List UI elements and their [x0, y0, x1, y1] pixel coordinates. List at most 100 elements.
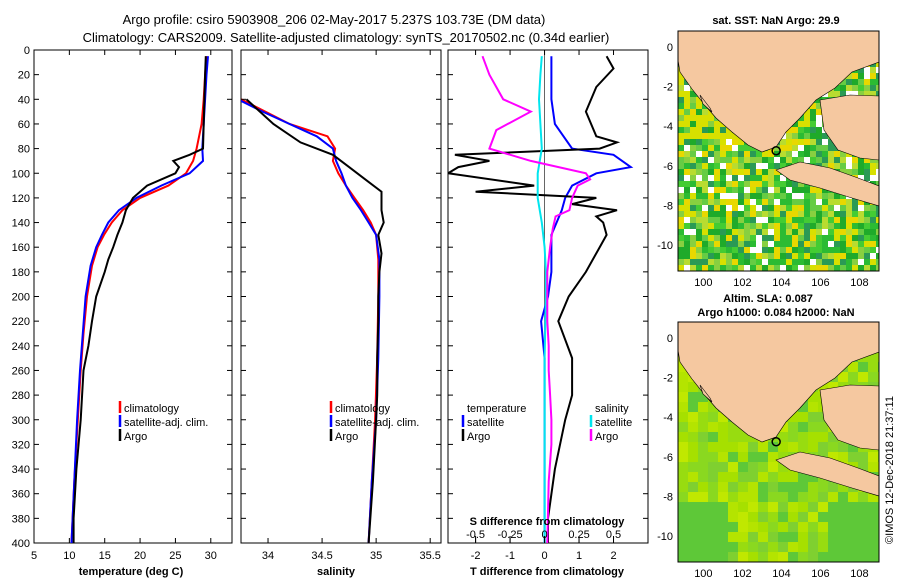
sla-cell	[708, 482, 718, 492]
legend-s-argo: Argo	[595, 431, 618, 443]
sst-cell	[834, 229, 840, 235]
sla-cell	[768, 492, 778, 502]
sst-cell	[750, 193, 756, 199]
sst-cell	[744, 157, 750, 163]
sst-cell	[786, 151, 792, 157]
sst-cell	[774, 223, 780, 229]
sst-cell	[762, 223, 768, 229]
sst-cell	[846, 73, 852, 79]
sst-cell	[768, 193, 774, 199]
sst-cell	[852, 169, 858, 175]
sst-cell	[690, 163, 696, 169]
sumatra-land	[678, 31, 879, 153]
sla-cell	[728, 552, 738, 562]
sst-cell	[702, 223, 708, 229]
sst-cell	[852, 199, 858, 205]
sst-cell	[690, 235, 696, 241]
sst-cell	[696, 181, 702, 187]
sst-cell	[840, 259, 846, 265]
sla-cell	[818, 552, 828, 562]
series-argo	[72, 56, 207, 543]
sst-cell	[822, 145, 828, 151]
sst-cell	[756, 169, 762, 175]
sla-cell	[808, 502, 818, 512]
sst-cell	[768, 151, 774, 157]
sst-cell	[756, 151, 762, 157]
sst-cell	[780, 217, 786, 223]
sst-cell	[690, 97, 696, 103]
sst-cell	[714, 259, 720, 265]
legend-argo: Argo	[335, 431, 358, 443]
sla-cell	[678, 482, 688, 492]
legend-satellite: satellite-adj. clim.	[124, 417, 208, 429]
sst-cell	[816, 127, 822, 133]
sst-cell	[756, 187, 762, 193]
sst-cell	[840, 85, 846, 91]
sst-cell	[768, 223, 774, 229]
sst-cell	[852, 91, 858, 97]
sst-cell	[870, 175, 876, 181]
sst-cell	[840, 223, 846, 229]
sla-cell	[728, 522, 738, 532]
sst-cell	[762, 175, 768, 181]
sst-cell	[822, 163, 828, 169]
sla-cell	[798, 542, 808, 552]
sst-cell	[864, 175, 870, 181]
sst-cell	[828, 139, 834, 145]
sla-cell	[788, 512, 798, 522]
sst-cell	[792, 229, 798, 235]
sla-cell	[848, 372, 858, 382]
sst-cell	[774, 157, 780, 163]
sst-cell	[822, 229, 828, 235]
sst-cell	[744, 193, 750, 199]
sst-cell	[702, 181, 708, 187]
sst-cell	[774, 193, 780, 199]
sla-map-frame	[677, 321, 880, 563]
sst-cell	[852, 265, 858, 271]
sla-cell	[868, 552, 878, 562]
sst-cell	[744, 259, 750, 265]
sst-cell	[846, 169, 852, 175]
sst-cell	[828, 145, 834, 151]
sst-cell	[816, 223, 822, 229]
sst-cell	[834, 205, 840, 211]
sst-cell	[714, 139, 720, 145]
sst-cell	[762, 187, 768, 193]
sst-cell	[810, 229, 816, 235]
sst-cell	[744, 247, 750, 253]
map-y-tick-label: -6	[663, 452, 673, 464]
sla-cell	[848, 512, 858, 522]
sst-cell	[786, 133, 792, 139]
sla-cell	[748, 492, 758, 502]
sla-cell	[788, 522, 798, 532]
sst-cell	[870, 163, 876, 169]
sst-cell	[750, 205, 756, 211]
sst-cell	[744, 229, 750, 235]
sla-cell	[818, 502, 828, 512]
sst-cell	[702, 193, 708, 199]
sst-cell	[846, 85, 852, 91]
sst-cell	[750, 169, 756, 175]
sla-cell	[778, 512, 788, 522]
sst-cell	[870, 247, 876, 253]
sst-cell	[876, 265, 879, 271]
legend-climatology: climatology	[124, 403, 180, 415]
sla-cell	[708, 542, 718, 552]
sla-cell	[728, 432, 738, 442]
sst-cell	[714, 175, 720, 181]
sst-cell	[828, 163, 834, 169]
sst-cell	[792, 199, 798, 205]
sst-cell	[750, 217, 756, 223]
sst-cell	[714, 223, 720, 229]
sla-cell	[778, 492, 788, 502]
sst-cell	[744, 163, 750, 169]
sst-cell	[726, 187, 732, 193]
x-tick-label: 30	[205, 550, 217, 562]
sst-cell	[702, 109, 708, 115]
sst-cell	[780, 181, 786, 187]
sst-cell	[708, 133, 714, 139]
title-line2: Climatology: CARS2009. Satellite-adjuste…	[83, 30, 610, 45]
sst-cell	[864, 241, 870, 247]
sst-cell	[714, 127, 720, 133]
